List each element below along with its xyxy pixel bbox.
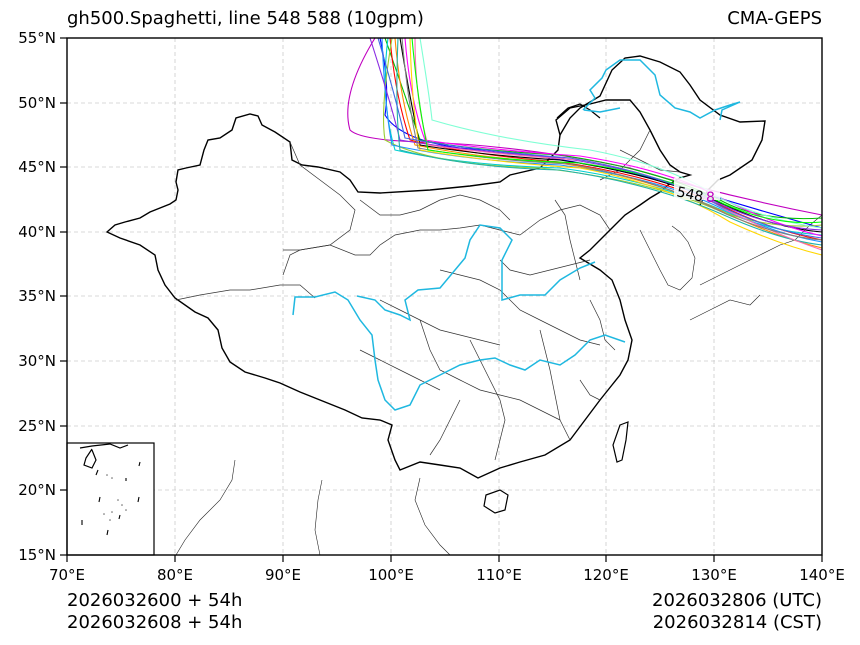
lon-tick-120: 120°E: [583, 566, 629, 584]
lon-tick-100: 100°E: [368, 566, 414, 584]
lat-tick-15: 15°N: [18, 546, 56, 564]
lon-tick-70: 70°E: [48, 566, 86, 584]
lon-tick-140: 140°E: [799, 566, 845, 584]
init-cst: 2026032608 + 54h: [67, 612, 243, 633]
chart-title: gh500.Spaghetti, line 548 588 (10gpm): [67, 8, 424, 29]
gridlines: [67, 38, 822, 555]
lat-tick-40: 40°N: [18, 223, 56, 241]
lat-tick-45: 45°N: [18, 158, 56, 176]
valid-cst: 2026032814 (CST): [652, 612, 822, 633]
lon-tick-130: 130°E: [691, 566, 737, 584]
contour-label: 548: [675, 184, 704, 205]
lat-tick-20: 20°N: [18, 481, 56, 499]
inset-south-china-sea: [66, 442, 155, 556]
contour-label-secondary: 8: [706, 190, 715, 206]
model-name: CMA-GEPS: [727, 8, 822, 29]
lat-tick-55: 55°N: [18, 29, 56, 47]
china-border: [105, 99, 693, 479]
valid-time-block: 2026032806 (UTC) 2026032814 (CST): [652, 590, 822, 634]
province-borders: [175, 129, 681, 461]
lon-tick-110: 110°E: [476, 566, 522, 584]
lat-tick-35: 35°N: [18, 287, 56, 305]
lat-tick-30: 30°N: [18, 352, 56, 370]
lon-tick-80: 80°E: [156, 566, 194, 584]
init-utc: 2026032600 + 54h: [67, 590, 243, 611]
neighbor-borders: [175, 214, 823, 556]
northeast-border: [559, 55, 766, 206]
lon-tick-90: 90°E: [264, 566, 302, 584]
taiwan: [612, 421, 629, 463]
lat-tick-50: 50°N: [18, 94, 56, 112]
ensemble-lines: [347, 37, 823, 256]
map-frame: [66, 37, 823, 556]
valid-utc: 2026032806 (UTC): [652, 590, 822, 611]
rivers: [292, 59, 741, 411]
lat-tick-25: 25°N: [18, 417, 56, 435]
init-time-block: 2026032600 + 54h 2026032608 + 54h: [67, 590, 242, 634]
hainan: [483, 489, 509, 514]
